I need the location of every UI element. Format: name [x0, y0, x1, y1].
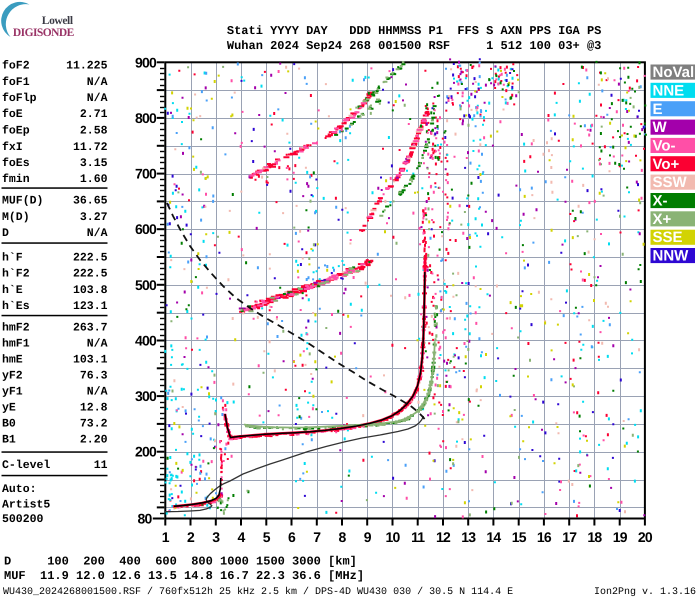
- svg-text:foEp: foEp: [2, 125, 30, 138]
- svg-text:18: 18: [587, 529, 602, 545]
- svg-text:Ion2Png v. 1.3.16: Ion2Png v. 1.3.16: [594, 587, 696, 598]
- svg-text:Vo+: Vo+: [653, 156, 680, 173]
- svg-text:19: 19: [613, 529, 628, 545]
- svg-text:N/A: N/A: [87, 338, 108, 351]
- svg-text:8: 8: [339, 529, 347, 545]
- svg-text:1: 1: [162, 529, 170, 545]
- svg-text:NNE: NNE: [653, 82, 685, 99]
- svg-text:11: 11: [411, 529, 425, 545]
- svg-text:222.5: 222.5: [73, 252, 108, 265]
- svg-text:NNW: NNW: [653, 248, 690, 265]
- svg-text:2.71: 2.71: [80, 108, 108, 121]
- svg-text:hmF1: hmF1: [2, 338, 30, 351]
- svg-text:MUF(D): MUF(D): [2, 195, 43, 208]
- svg-text:NoVal: NoVal: [653, 64, 695, 81]
- svg-text:fxI: fxI: [2, 141, 23, 154]
- svg-text:foEs: foEs: [2, 157, 30, 170]
- svg-text:2.58: 2.58: [80, 125, 108, 138]
- svg-text:11.72: 11.72: [73, 141, 108, 154]
- svg-text:14: 14: [486, 529, 501, 545]
- svg-text:yE: yE: [2, 402, 16, 415]
- svg-text:1.60: 1.60: [80, 173, 108, 186]
- svg-text:B0: B0: [2, 418, 16, 431]
- svg-text:12: 12: [436, 529, 451, 545]
- svg-text:X-: X-: [653, 193, 668, 210]
- svg-text:D 100 200 400 600 800: D 100 200 400 600 800 1000 1500 3000 [km…: [4, 555, 357, 569]
- svg-text:h`F: h`F: [2, 252, 23, 265]
- svg-text:N/A: N/A: [87, 386, 108, 399]
- svg-text:200: 200: [135, 444, 157, 460]
- svg-text:103.8: 103.8: [73, 284, 108, 297]
- svg-text:4: 4: [238, 529, 246, 545]
- svg-text:DIGISONDE: DIGISONDE: [13, 27, 75, 39]
- svg-text:yF2: yF2: [2, 370, 23, 383]
- svg-text:20: 20: [638, 529, 653, 545]
- svg-text:hmF2: hmF2: [2, 322, 30, 335]
- svg-text:900: 900: [135, 54, 157, 70]
- svg-text:500200: 500200: [2, 513, 44, 526]
- svg-text:Stati YYYY DAY DDD HHMMSS P1: Stati YYYY DAY DDD HHMMSS P1 FFS S AXN P…: [227, 24, 601, 38]
- svg-text:3.15: 3.15: [80, 157, 108, 170]
- svg-text:B1: B1: [2, 434, 16, 447]
- svg-text:Lowell: Lowell: [42, 15, 73, 27]
- svg-text:fmin: fmin: [2, 173, 30, 186]
- svg-text:WU430_2024268001500.RSF / 760f: WU430_2024268001500.RSF / 760fx512h 25 k…: [3, 586, 513, 598]
- svg-text:Artist5: Artist5: [2, 499, 50, 512]
- svg-text:10: 10: [386, 529, 401, 545]
- svg-text:5: 5: [263, 529, 271, 545]
- svg-text:h`E: h`E: [2, 284, 23, 297]
- svg-text:15: 15: [512, 529, 527, 545]
- svg-text:3.27: 3.27: [80, 211, 108, 224]
- svg-text:400: 400: [135, 333, 157, 349]
- svg-text:W: W: [653, 119, 668, 136]
- svg-text:h`Es: h`Es: [2, 300, 30, 313]
- svg-text:11: 11: [94, 459, 108, 472]
- svg-text:MUF 11.9 12.0 12.6 13.5 14.8: MUF 11.9 12.0 12.6 13.5 14.8 16.7 22.3 3…: [4, 569, 364, 583]
- svg-text:500: 500: [135, 277, 157, 293]
- svg-text:N/A: N/A: [87, 227, 108, 240]
- svg-text:X+: X+: [653, 211, 672, 228]
- svg-text:E: E: [653, 101, 663, 118]
- svg-text:N/A: N/A: [87, 76, 108, 89]
- svg-text:hmE: hmE: [2, 354, 23, 367]
- svg-text:600: 600: [135, 221, 157, 237]
- svg-text:M(D): M(D): [2, 211, 30, 224]
- svg-text:12.8: 12.8: [80, 402, 108, 415]
- svg-text:80: 80: [138, 511, 153, 527]
- svg-text:D: D: [2, 227, 9, 240]
- svg-text:9: 9: [364, 529, 372, 545]
- svg-text:76.3: 76.3: [80, 370, 108, 383]
- svg-text:700: 700: [135, 166, 157, 182]
- svg-text:2.20: 2.20: [80, 434, 108, 447]
- svg-text:123.1: 123.1: [73, 300, 108, 313]
- svg-text:16: 16: [537, 529, 552, 545]
- svg-text:13: 13: [461, 529, 476, 545]
- svg-text:17: 17: [562, 529, 577, 545]
- svg-text:C-level: C-level: [2, 459, 50, 472]
- svg-text:7: 7: [313, 529, 321, 545]
- svg-text:222.5: 222.5: [73, 268, 108, 281]
- svg-text:yF1: yF1: [2, 386, 23, 399]
- svg-text:103.1: 103.1: [73, 354, 108, 367]
- svg-text:11.225: 11.225: [66, 60, 108, 73]
- svg-text:SSE: SSE: [653, 229, 683, 246]
- svg-text:foFlp: foFlp: [2, 92, 37, 105]
- svg-text:h`F2: h`F2: [2, 268, 30, 281]
- svg-text:Wuhan 2024 Sep24 268 001500 RS: Wuhan 2024 Sep24 268 001500 RSF 1 512 10…: [227, 39, 601, 53]
- svg-text:300: 300: [135, 388, 157, 404]
- svg-text:3: 3: [212, 529, 220, 545]
- svg-text:foF2: foF2: [2, 60, 30, 73]
- svg-text:N/A: N/A: [87, 92, 108, 105]
- svg-text:Vo-: Vo-: [653, 138, 676, 155]
- svg-text:Auto:: Auto:: [2, 483, 37, 496]
- svg-text:263.7: 263.7: [73, 322, 108, 335]
- svg-text:6: 6: [288, 529, 296, 545]
- svg-text:2: 2: [187, 529, 195, 545]
- svg-text:foF1: foF1: [2, 76, 30, 89]
- svg-text:73.2: 73.2: [80, 418, 108, 431]
- svg-text:foE: foE: [2, 108, 23, 121]
- svg-text:SSW: SSW: [653, 174, 688, 191]
- svg-text:36.65: 36.65: [73, 195, 108, 208]
- svg-text:800: 800: [135, 110, 157, 126]
